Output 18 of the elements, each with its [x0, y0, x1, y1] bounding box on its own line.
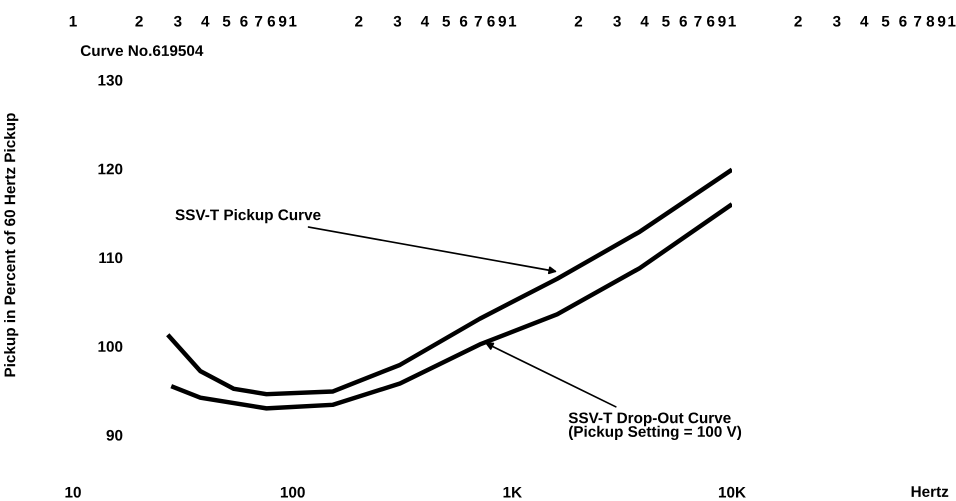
x-tick-label: 10	[65, 486, 81, 498]
text: 2 3 4 5 6 7 6 9 1	[355, 16, 516, 27]
annotation: SSV-T Pickup Curve	[175, 209, 321, 224]
text: 2 3 4 5 6 7 6 9 1	[574, 16, 736, 27]
y-tick-label: 90	[106, 430, 122, 441]
text: 1 2 3 4 5 6 7 6 9 1	[70, 16, 296, 27]
y-tick-label: 100	[98, 341, 122, 352]
text: Hertz	[912, 486, 948, 497]
y-axis-title: Pickup in Percent of 60 Hertz Pickup	[4, 113, 18, 376]
text: Curve No.619504	[80, 45, 204, 56]
y-tick-label: 110	[99, 252, 122, 264]
x-tick-label: 10K	[718, 486, 746, 498]
y-tick-label: 120	[98, 164, 122, 174]
x-tick-label: 1K	[504, 486, 522, 498]
text: 2 3 4 5 6 7 8 9 1	[794, 16, 956, 27]
x-tick-label: 100	[280, 486, 305, 498]
y-tick-label: 130	[98, 74, 122, 86]
annotation: SSV-T Drop-Out Curve (Pickup Setting = 100 V)	[568, 412, 742, 440]
